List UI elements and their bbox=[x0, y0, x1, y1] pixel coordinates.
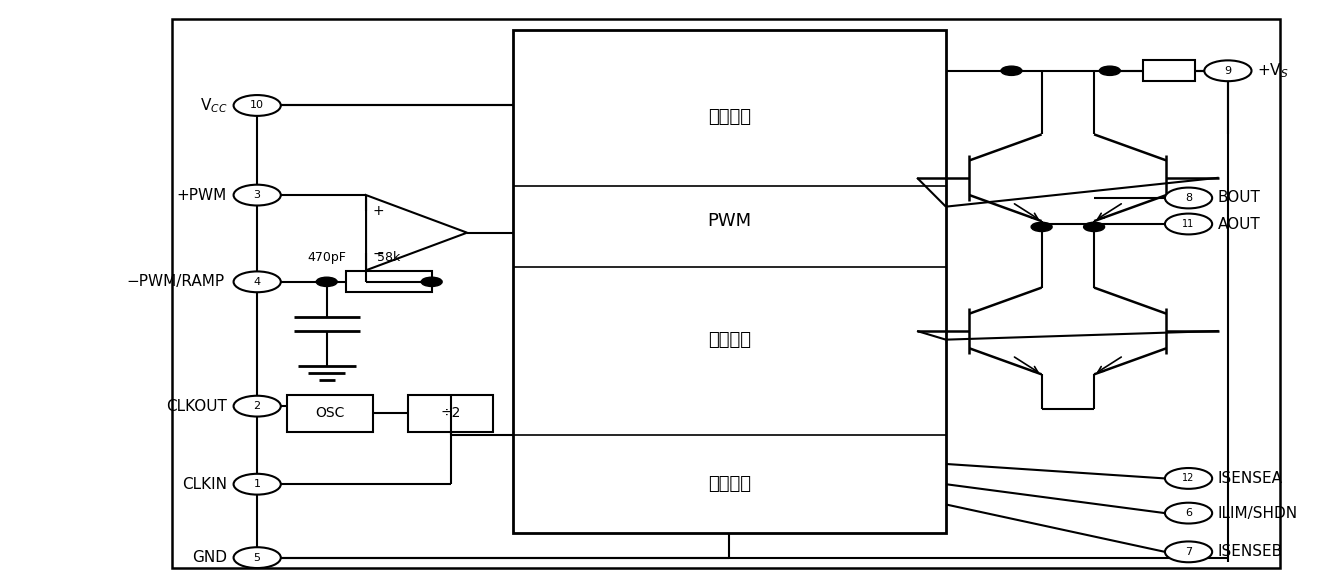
Text: CLKOUT: CLKOUT bbox=[166, 399, 227, 414]
Text: 58k: 58k bbox=[378, 252, 401, 264]
Circle shape bbox=[1100, 66, 1121, 76]
Circle shape bbox=[234, 396, 281, 417]
Text: BOUT: BOUT bbox=[1217, 191, 1261, 206]
Text: +PWM: +PWM bbox=[177, 188, 227, 203]
Text: 5: 5 bbox=[253, 553, 260, 562]
Text: 关断控制: 关断控制 bbox=[708, 475, 751, 493]
Text: 11: 11 bbox=[1183, 219, 1195, 229]
Text: −PWM/RAMP: −PWM/RAMP bbox=[127, 274, 224, 289]
Bar bbox=[346, 271, 432, 292]
Circle shape bbox=[1084, 223, 1105, 231]
Text: 10: 10 bbox=[251, 101, 264, 110]
Circle shape bbox=[234, 547, 281, 568]
Text: www.eeworld.com.cn: www.eeworld.com.cn bbox=[583, 318, 731, 332]
Text: 3: 3 bbox=[253, 190, 260, 200]
Bar bbox=[1143, 60, 1195, 81]
Text: +: + bbox=[372, 204, 384, 218]
Circle shape bbox=[1166, 503, 1212, 523]
Text: +V$_S$: +V$_S$ bbox=[1257, 62, 1288, 80]
Circle shape bbox=[1166, 214, 1212, 234]
Circle shape bbox=[1166, 468, 1212, 489]
Text: 7: 7 bbox=[1185, 547, 1192, 557]
Text: ÷2: ÷2 bbox=[441, 406, 461, 421]
Circle shape bbox=[234, 95, 281, 116]
Bar bbox=[408, 394, 494, 432]
Circle shape bbox=[1001, 66, 1022, 76]
Circle shape bbox=[317, 277, 337, 286]
Text: ISENSEB: ISENSEB bbox=[1217, 544, 1283, 560]
Bar bbox=[288, 394, 372, 432]
Circle shape bbox=[234, 185, 281, 206]
Bar bbox=[513, 30, 946, 533]
Text: PWM: PWM bbox=[708, 212, 751, 230]
Circle shape bbox=[234, 271, 281, 292]
Text: AOUT: AOUT bbox=[1217, 217, 1261, 231]
Circle shape bbox=[1204, 60, 1251, 81]
Text: CLKIN: CLKIN bbox=[182, 476, 227, 492]
Text: GND: GND bbox=[191, 550, 227, 565]
Circle shape bbox=[1166, 541, 1212, 562]
Text: 4: 4 bbox=[253, 277, 261, 287]
Text: ISENSEA: ISENSEA bbox=[1217, 471, 1283, 486]
Text: 2: 2 bbox=[253, 401, 261, 411]
Circle shape bbox=[421, 277, 442, 286]
Circle shape bbox=[234, 474, 281, 494]
Text: V$_{CC}$: V$_{CC}$ bbox=[199, 96, 227, 115]
Text: 6: 6 bbox=[1185, 508, 1192, 518]
Polygon shape bbox=[366, 195, 467, 270]
Text: 9: 9 bbox=[1225, 66, 1232, 76]
Text: 470pF: 470pF bbox=[308, 252, 346, 264]
Circle shape bbox=[1031, 223, 1052, 231]
Text: OSC: OSC bbox=[315, 406, 345, 421]
Text: 8: 8 bbox=[1185, 193, 1192, 203]
Text: 12: 12 bbox=[1183, 474, 1195, 483]
Circle shape bbox=[1166, 188, 1212, 209]
Bar bbox=[172, 19, 1280, 568]
Text: 电流限制: 电流限制 bbox=[708, 108, 751, 126]
Text: 输出驱动: 输出驱动 bbox=[708, 331, 751, 349]
Text: ILIM/SHDN: ILIM/SHDN bbox=[1217, 505, 1298, 521]
Text: 1: 1 bbox=[253, 479, 260, 489]
Text: −: − bbox=[372, 246, 384, 260]
